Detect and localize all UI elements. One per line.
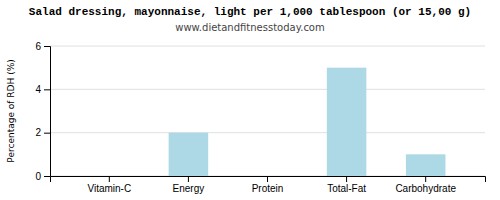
plot: Vitamin-C Energy Protein Total-Fat Carbohydr… [35,41,485,194]
x-tick-label: Total-Fat [327,183,366,194]
x-tick-mark [109,176,110,182]
bar [90,176,130,177]
y-tick-label: 0 [35,171,41,182]
x-tick-label: Protein [252,183,284,194]
subtitle: www.dietandfitnesstoday.com [175,22,324,33]
x-tick: Protein [252,176,284,194]
y-tick-mark [44,176,50,177]
title: Salad dressing, mayonnaise, light per 1,… [29,6,471,18]
grid-line [50,132,485,133]
y-tick-mark [44,46,50,47]
chart: Salad dressing, mayonnaise, light per 1,… [0,0,500,200]
x-tick: Vitamin-C [87,176,131,194]
y-axis: 0 2 4 6 [35,41,50,182]
x-tick-label: Energy [173,183,205,194]
bar [248,176,288,177]
y-tick-mark [44,89,50,90]
bars [169,68,446,176]
grid [50,46,485,176]
y-tick: 4 [35,84,50,95]
x-tick-mark [188,176,189,182]
y-tick: 2 [35,127,50,138]
y-tick-mark [44,133,50,134]
y-tick: 0 [35,171,50,182]
bar [169,133,209,176]
x-axis-line [51,177,486,183]
y-tick: 6 [35,41,50,52]
grid-line [50,46,485,47]
x-tick-mark [425,176,426,182]
y-tick-label: 4 [35,84,41,95]
y-axis-title: Percentage of RDH (%) [6,59,16,162]
y-tick-label: 6 [35,41,41,52]
x-tick: Energy [173,176,205,194]
bar [327,68,367,176]
grid-line [50,89,485,90]
y-axis-line [44,47,51,177]
x-tick-mark [346,176,347,182]
y-tick-label: 2 [35,127,41,138]
x-tick: Carbohydrate [395,176,456,194]
x-tick-label: Vitamin-C [87,183,131,194]
x-tick-label: Carbohydrate [395,183,456,194]
x-axis: Vitamin-C Energy Protein Total-Fat Carbohydr… [51,176,486,194]
bar [406,154,446,176]
x-tick: Total-Fat [327,176,366,194]
x-tick-mark [267,176,268,182]
